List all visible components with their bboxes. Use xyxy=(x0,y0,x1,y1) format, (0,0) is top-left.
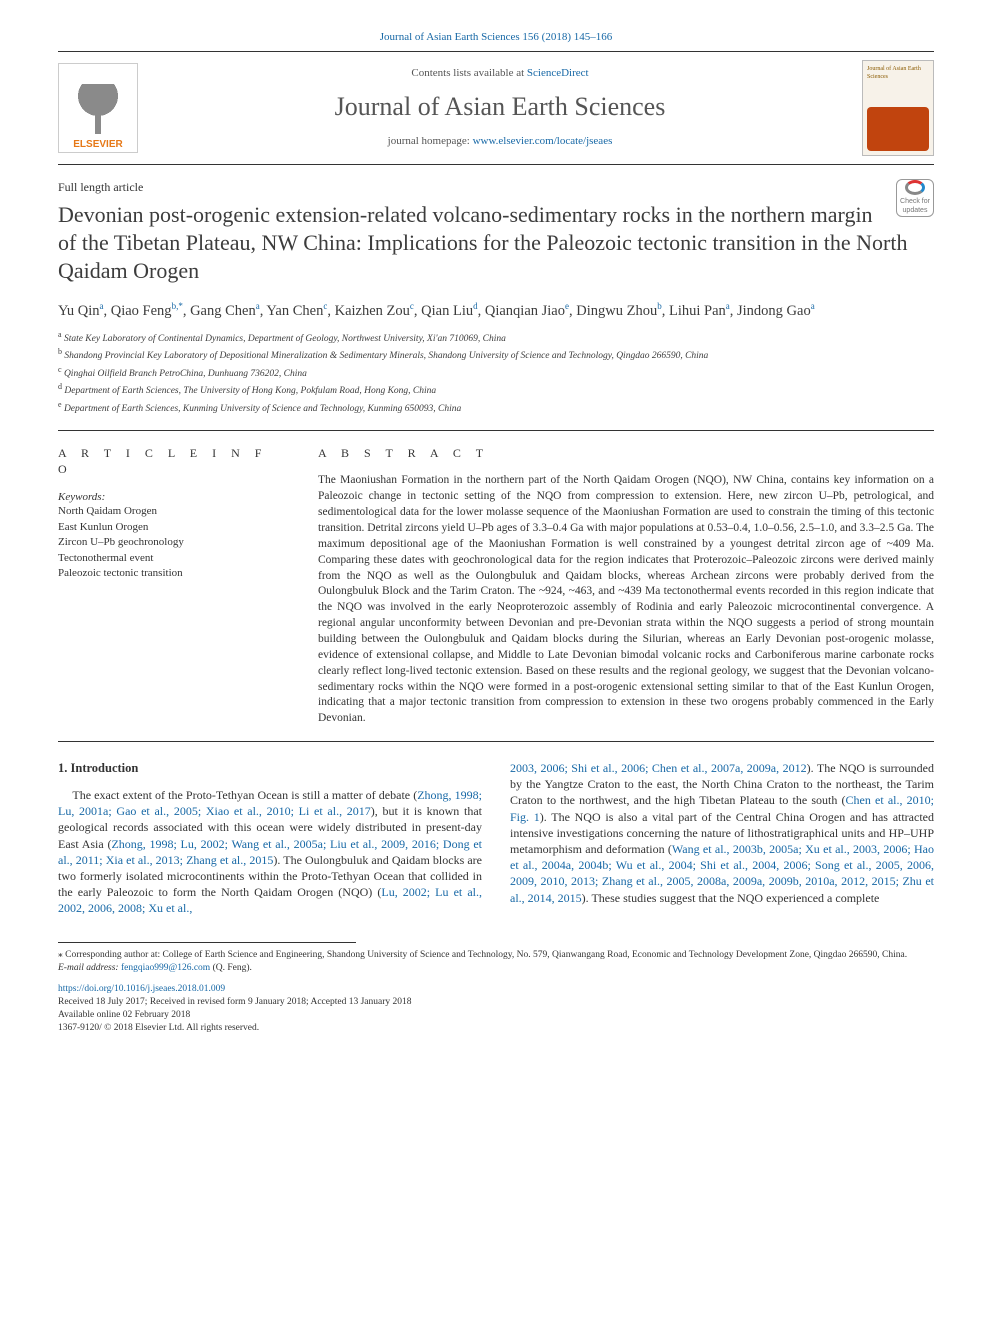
received-line: Received 18 July 2017; Received in revis… xyxy=(58,996,934,1009)
journal-homepage-line: journal homepage: www.elsevier.com/locat… xyxy=(138,134,862,149)
email-label: E-mail address: xyxy=(58,963,121,973)
footnote-separator xyxy=(58,942,356,943)
header-center: Contents lists available at ScienceDirec… xyxy=(138,66,862,149)
journal-header: ELSEVIER Contents lists available at Sci… xyxy=(58,51,934,165)
elsevier-label: ELSEVIER xyxy=(73,138,122,152)
elsevier-logo: ELSEVIER xyxy=(58,63,138,153)
crossmark-line1: Check for xyxy=(900,197,930,206)
email-who: (Q. Feng). xyxy=(210,963,252,973)
affiliation-c: c Qinghai Oilfield Branch PetroChina, Du… xyxy=(58,364,934,381)
elsevier-tree-icon xyxy=(78,84,118,134)
contents-prefix: Contents lists available at xyxy=(411,67,526,79)
body-column-right: 2003, 2006; Shi et al., 2006; Chen et al… xyxy=(510,760,934,916)
doi-link[interactable]: https://doi.org/10.1016/j.jseaes.2018.01… xyxy=(58,983,934,996)
contents-available-line: Contents lists available at ScienceDirec… xyxy=(138,66,862,81)
intro-paragraph-left: The exact extent of the Proto-Tethyan Oc… xyxy=(58,787,482,917)
homepage-prefix: journal homepage: xyxy=(388,135,473,147)
keywords-label: Keywords: xyxy=(58,490,278,505)
cover-title-text: Journal of Asian Earth Sciences xyxy=(867,65,929,81)
keyword: Paleozoic tectonic transition xyxy=(58,566,278,581)
cover-map-graphic xyxy=(867,107,929,151)
article-title: Devonian post-orogenic extension-related… xyxy=(58,201,934,285)
abstract-heading: A B S T R A C T xyxy=(318,445,934,461)
section-heading-introduction: 1. Introduction xyxy=(58,760,482,777)
authors-list: Yu Qina, Qiao Fengb,*, Gang Chena, Yan C… xyxy=(58,300,934,321)
affiliation-d: d Department of Earth Sciences, The Univ… xyxy=(58,381,934,398)
body-columns: 1. Introduction The exact extent of the … xyxy=(58,760,934,916)
copyright-line: 1367-9120/ © 2018 Elsevier Ltd. All righ… xyxy=(58,1022,934,1035)
corr-email-link[interactable]: fengqiao999@126.com xyxy=(121,963,210,973)
available-online-line: Available online 02 February 2018 xyxy=(58,1009,934,1022)
crossmark-icon xyxy=(905,180,925,195)
divider xyxy=(58,741,934,742)
keyword: Zircon U–Pb geochronology xyxy=(58,535,278,550)
journal-homepage-link[interactable]: www.elsevier.com/locate/jseaes xyxy=(473,135,613,147)
abstract-text: The Maoniushan Formation in the northern… xyxy=(318,473,934,727)
divider xyxy=(58,430,934,431)
journal-reference: Journal of Asian Earth Sciences 156 (201… xyxy=(58,30,934,45)
journal-name: Journal of Asian Earth Sciences xyxy=(138,89,862,124)
info-abstract-row: A R T I C L E I N F O Keywords: North Qa… xyxy=(58,445,934,727)
article-type: Full length article xyxy=(58,179,934,195)
affiliation-a: a State Key Laboratory of Continental Dy… xyxy=(58,329,934,346)
journal-cover-thumbnail: Journal of Asian Earth Sciences xyxy=(862,60,934,156)
article-type-row: Check for updates Full length article xyxy=(58,179,934,195)
keyword: North Qaidam Orogen xyxy=(58,504,278,519)
keyword: East Kunlun Orogen xyxy=(58,520,278,535)
keyword: Tectonothermal event xyxy=(58,551,278,566)
body-column-left: 1. Introduction The exact extent of the … xyxy=(58,760,482,916)
sciencedirect-link[interactable]: ScienceDirect xyxy=(527,67,589,79)
affiliations: a State Key Laboratory of Continental Dy… xyxy=(58,329,934,416)
affiliation-e: e Department of Earth Sciences, Kunming … xyxy=(58,399,934,416)
article-info-column: A R T I C L E I N F O Keywords: North Qa… xyxy=(58,445,278,727)
email-line: E-mail address: fengqiao999@126.com (Q. … xyxy=(58,962,934,975)
abstract-column: A B S T R A C T The Maoniushan Formation… xyxy=(318,445,934,727)
journal-ref-link[interactable]: Journal of Asian Earth Sciences 156 (201… xyxy=(380,31,612,43)
crossmark-badge[interactable]: Check for updates xyxy=(896,179,934,217)
corr-author-text: ⁎ Corresponding author at: College of Ea… xyxy=(58,949,934,962)
affiliation-b: b Shandong Provincial Key Laboratory of … xyxy=(58,346,934,363)
corresponding-author-footnote: ⁎ Corresponding author at: College of Ea… xyxy=(58,949,934,975)
intro-paragraph-right: 2003, 2006; Shi et al., 2006; Chen et al… xyxy=(510,760,934,906)
crossmark-line2: updates xyxy=(903,206,928,215)
article-info-heading: A R T I C L E I N F O xyxy=(58,445,278,477)
keywords-list: North Qaidam Orogen East Kunlun Orogen Z… xyxy=(58,504,278,581)
